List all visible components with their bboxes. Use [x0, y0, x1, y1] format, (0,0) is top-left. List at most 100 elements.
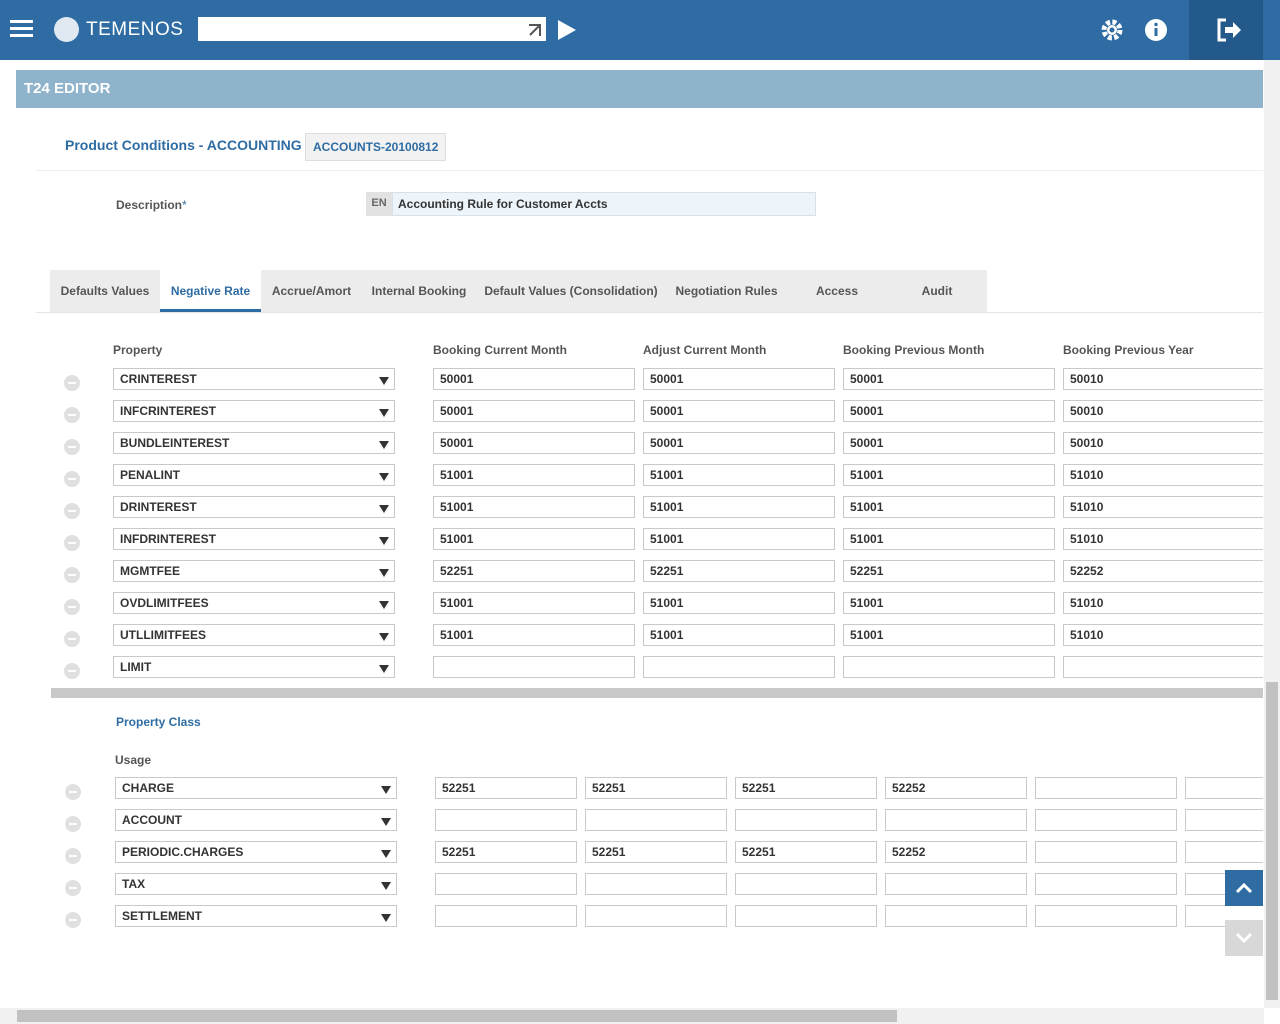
usage-select[interactable]: ACCOUNT	[115, 809, 397, 831]
scroll-up-button[interactable]	[1225, 870, 1263, 906]
account-input[interactable]: 51001	[433, 592, 635, 614]
account-input[interactable]: 51010	[1063, 496, 1263, 518]
account-input[interactable]: 51010	[1063, 464, 1263, 486]
account-input[interactable]: 51001	[843, 624, 1055, 646]
property-select[interactable]: BUNDLEINTEREST	[113, 432, 395, 454]
account-input[interactable]: 50001	[643, 432, 835, 454]
account-input[interactable]	[885, 873, 1027, 895]
account-input[interactable]: 51001	[843, 592, 1055, 614]
account-input[interactable]	[433, 656, 635, 678]
scroll-thumb[interactable]	[17, 1010, 897, 1022]
account-input[interactable]: 50001	[643, 368, 835, 390]
account-input[interactable]: 52251	[735, 841, 877, 863]
tab[interactable]: Default Values (Consolidation)	[476, 270, 666, 312]
expand-icon[interactable]	[527, 22, 543, 38]
account-input[interactable]	[885, 905, 1027, 927]
account-input[interactable]	[435, 809, 577, 831]
account-input[interactable]: 51001	[433, 496, 635, 518]
account-input[interactable]: 51001	[643, 496, 835, 518]
scroll-down-button[interactable]	[1225, 920, 1263, 956]
account-input[interactable]: 50001	[433, 400, 635, 422]
account-input[interactable]: 51010	[1063, 592, 1263, 614]
remove-row-button[interactable]	[64, 375, 80, 391]
account-input[interactable]: 52251	[735, 777, 877, 799]
table-scrollbar[interactable]	[51, 688, 1263, 698]
account-input[interactable]: 52251	[843, 560, 1055, 582]
account-input[interactable]	[735, 809, 877, 831]
account-input[interactable]	[1035, 841, 1177, 863]
account-input[interactable]: 52252	[1063, 560, 1263, 582]
remove-row-button[interactable]	[64, 407, 80, 423]
tab[interactable]: Accrue/Amort	[261, 270, 362, 312]
account-input[interactable]	[1035, 777, 1177, 799]
account-input[interactable]: 52251	[585, 841, 727, 863]
account-input[interactable]	[1035, 809, 1177, 831]
vertical-scrollbar[interactable]	[1264, 60, 1280, 1008]
property-select[interactable]: DRINTEREST	[113, 496, 395, 518]
account-input[interactable]: 51010	[1063, 624, 1263, 646]
account-input[interactable]	[1185, 841, 1263, 863]
property-select[interactable]: MGMTFEE	[113, 560, 395, 582]
info-button[interactable]	[1144, 18, 1168, 42]
property-select[interactable]: INFCRINTEREST	[113, 400, 395, 422]
remove-row-button[interactable]	[65, 912, 81, 928]
usage-select[interactable]: TAX	[115, 873, 397, 895]
remove-row-button[interactable]	[65, 816, 81, 832]
account-input[interactable]: 51010	[1063, 528, 1263, 550]
account-input[interactable]: 50001	[843, 368, 1055, 390]
account-input[interactable]: 52251	[435, 777, 577, 799]
account-input[interactable]: 52251	[585, 777, 727, 799]
account-input[interactable]	[1035, 873, 1177, 895]
tab[interactable]: Internal Booking	[362, 270, 476, 312]
property-select[interactable]: UTLLIMITFEES	[113, 624, 395, 646]
usage-select[interactable]: CHARGE	[115, 777, 397, 799]
remove-row-button[interactable]	[64, 471, 80, 487]
account-input[interactable]: 51001	[433, 624, 635, 646]
account-input[interactable]	[1185, 809, 1263, 831]
logout-button[interactable]	[1189, 0, 1263, 60]
account-input[interactable]	[1185, 777, 1263, 799]
description-input[interactable]: Accounting Rule for Customer Accts	[392, 192, 816, 216]
account-input[interactable]: 52251	[643, 560, 835, 582]
remove-row-button[interactable]	[64, 503, 80, 519]
menu-button[interactable]	[10, 20, 33, 23]
account-input[interactable]: 50001	[433, 368, 635, 390]
account-input[interactable]: 51001	[433, 528, 635, 550]
account-input[interactable]: 52251	[433, 560, 635, 582]
remove-row-button[interactable]	[65, 880, 81, 896]
settings-button[interactable]	[1100, 18, 1124, 42]
account-input[interactable]: 51001	[843, 528, 1055, 550]
remove-row-button[interactable]	[64, 535, 80, 551]
remove-row-button[interactable]	[65, 848, 81, 864]
account-input[interactable]	[643, 656, 835, 678]
account-input[interactable]: 51001	[433, 464, 635, 486]
account-input[interactable]: 50001	[433, 432, 635, 454]
account-input[interactable]	[843, 656, 1055, 678]
account-input[interactable]: 51001	[643, 624, 835, 646]
usage-select[interactable]: SETTLEMENT	[115, 905, 397, 927]
account-input[interactable]	[585, 809, 727, 831]
account-input[interactable]	[885, 809, 1027, 831]
remove-row-button[interactable]	[64, 567, 80, 583]
account-input[interactable]	[735, 873, 877, 895]
remove-row-button[interactable]	[64, 663, 80, 679]
account-input[interactable]: 50001	[843, 432, 1055, 454]
remove-row-button[interactable]	[64, 439, 80, 455]
remove-row-button[interactable]	[64, 631, 80, 647]
account-input[interactable]: 51001	[843, 496, 1055, 518]
tab[interactable]: Access	[787, 270, 887, 312]
command-input[interactable]	[198, 17, 546, 41]
remove-row-button[interactable]	[65, 784, 81, 800]
account-input[interactable]: 52251	[435, 841, 577, 863]
account-input[interactable]: 50001	[643, 400, 835, 422]
account-input[interactable]	[435, 873, 577, 895]
account-input[interactable]: 52252	[885, 841, 1027, 863]
tab[interactable]: Audit	[887, 270, 987, 312]
tab[interactable]: Defaults Values	[50, 270, 160, 312]
account-input[interactable]: 51001	[843, 464, 1055, 486]
tab[interactable]: Negotiation Rules	[666, 270, 787, 312]
account-input[interactable]: 52252	[885, 777, 1027, 799]
scroll-thumb[interactable]	[1266, 682, 1278, 1000]
property-select[interactable]: OVDLIMITFEES	[113, 592, 395, 614]
remove-row-button[interactable]	[64, 599, 80, 615]
